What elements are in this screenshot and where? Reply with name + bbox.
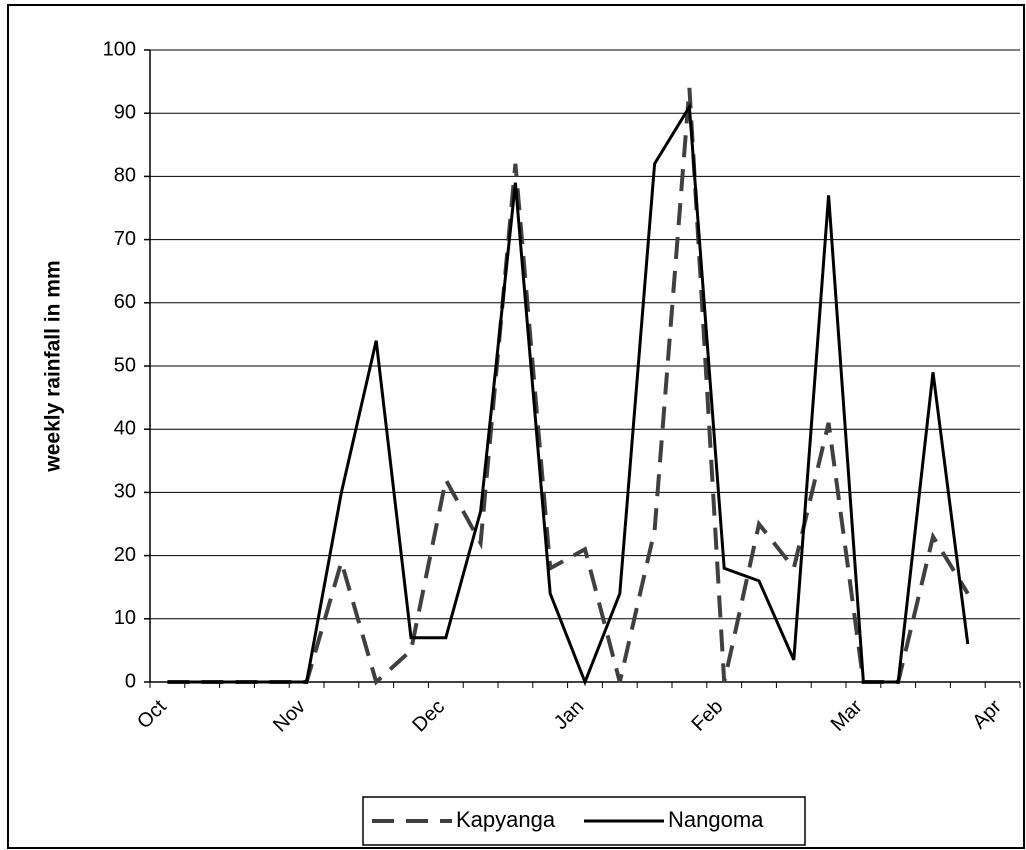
series-line — [167, 102, 970, 687]
series-line — [167, 87, 970, 686]
y-tick-label: 10 — [114, 607, 136, 629]
y-tick-label: 90 — [114, 101, 136, 123]
y-tick-label: 20 — [114, 544, 136, 566]
y-tick-label: 40 — [114, 417, 136, 439]
y-tick-label: 0 — [125, 670, 136, 692]
y-tick-label: 60 — [114, 291, 136, 313]
y-tick-label: 30 — [114, 481, 136, 503]
y-tick-label: 100 — [103, 38, 136, 60]
y-axis-title: weekly rainfall in mm — [42, 260, 65, 472]
legend-label: Kapyanga — [456, 807, 556, 832]
y-tick-label: 70 — [114, 228, 136, 250]
y-tick-label: 50 — [114, 354, 136, 376]
y-tick-label: 80 — [114, 165, 136, 187]
legend-label: Nangoma — [668, 807, 764, 832]
chart-border — [7, 4, 1025, 849]
